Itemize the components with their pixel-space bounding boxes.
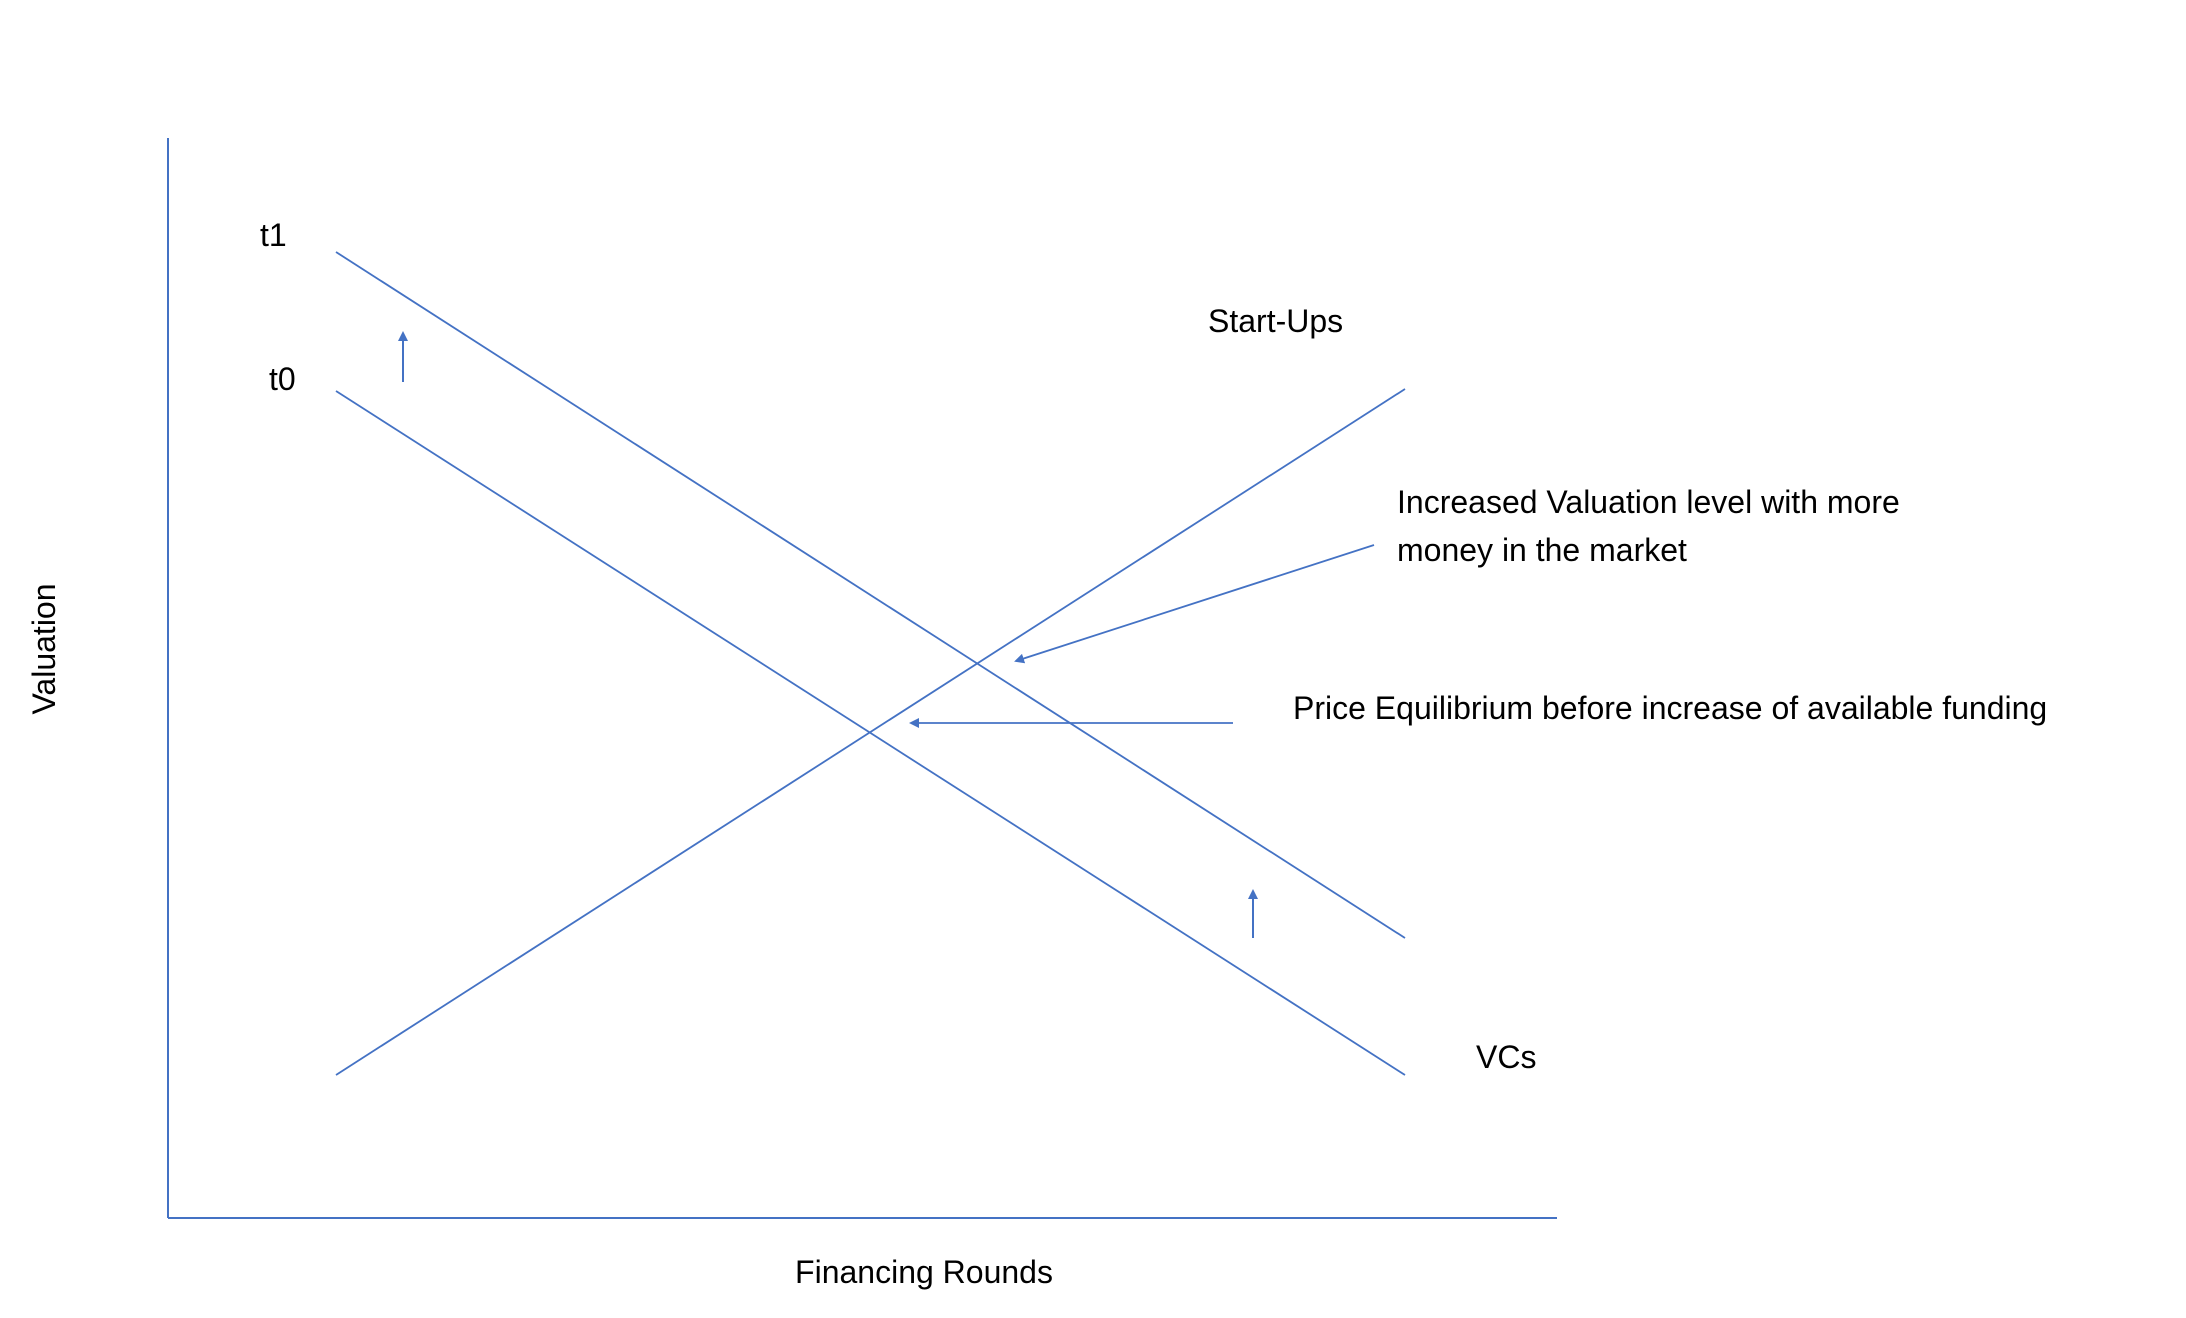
label-t1: t1	[260, 217, 287, 253]
y-axis-label: Valuation	[26, 583, 62, 714]
annotation-increased-line1: Increased Valuation level with more	[1397, 484, 1900, 520]
annotation-equilibrium: Price Equilibrium before increase of ava…	[1293, 690, 2047, 726]
increased-valuation-arrow	[1014, 544, 1375, 664]
curve-t1	[335, 251, 1406, 939]
label-vcs: VCs	[1476, 1039, 1536, 1075]
label-t0: t0	[269, 361, 296, 397]
x-axis-label: Financing Rounds	[795, 1254, 1053, 1290]
annotation-increased-line2: money in the market	[1397, 532, 1687, 568]
curve-startups	[335, 388, 1406, 1076]
label-startups: Start-Ups	[1208, 303, 1343, 339]
